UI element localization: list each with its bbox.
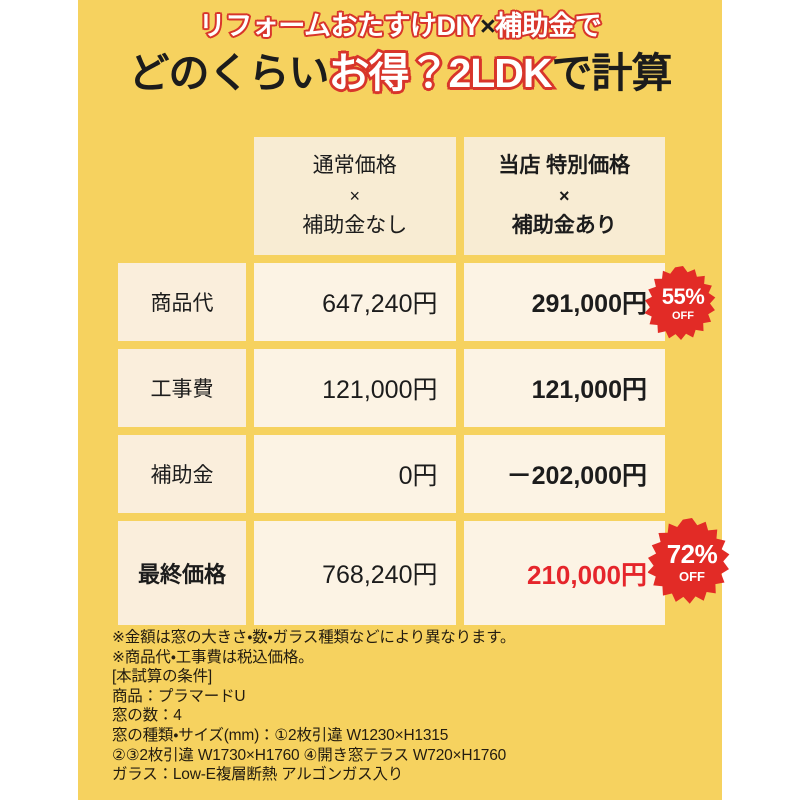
headline-subsidy-text: 補助金で	[494, 10, 604, 43]
column-header-normal-price: 通常価格 × 補助金なし	[254, 137, 456, 255]
value-normal-product-cost: 647,240円	[254, 263, 456, 341]
value-normal-final-price: 768,240円	[254, 521, 456, 625]
column-header-special-times: ×	[558, 186, 570, 206]
column-header-normal-line1: 通常価格	[312, 154, 397, 177]
discount-badge-55-percent-value: 55%	[661, 284, 705, 309]
footnote-line-2: ※商品代・工事費は税込価格。	[112, 648, 314, 666]
headline-howmuch-text: どのくらい	[128, 50, 329, 96]
discount-badge-72-off-label: OFF	[679, 569, 705, 584]
footnote-line-6: 窓の種類・サイズ(mm)：①2枚引違 W1230×H1315	[112, 726, 449, 744]
value-normal-construction-cost: 121,000円	[254, 349, 456, 427]
discount-badge-55-off-label: OFF	[672, 310, 694, 322]
row-label-final-price: 最終価格	[118, 521, 246, 625]
headline-brand-text: リフォームおたすけDIY	[197, 10, 482, 43]
value-special-final-price: 210,000円	[463, 521, 665, 625]
value-special-product-cost: 291,000円	[463, 263, 665, 341]
row-label-product-cost: 商品代	[118, 263, 246, 341]
value-special-subsidy: －202,000円	[463, 435, 665, 513]
row-label-subsidy: 補助金	[118, 435, 246, 513]
footnote-line-7: ②③2枚引違 W1730×H1760 ④開き窓テラス W720×H1760	[112, 746, 507, 764]
headline-calc-text: で計算	[551, 50, 673, 96]
footnote-line-8: ガラス：Low-E複層断熱 アルゴンガス入り	[112, 766, 404, 784]
table-corner-cell	[118, 137, 246, 255]
headline-otoku-text: お得？	[326, 48, 452, 99]
value-special-construction-cost: 121,000円	[463, 349, 665, 427]
value-normal-subsidy: 0円	[254, 435, 456, 513]
column-header-special-line1: 当店 特別価格	[498, 154, 631, 177]
column-header-special-line3: 補助金あり	[511, 214, 617, 237]
footnote-line-3: [本試算の条件]	[112, 668, 213, 686]
column-header-normal-times: ×	[349, 186, 360, 206]
footnotes-block: ※金額は窓の大きさ・数・ガラス種類などにより異なります。 ※商品代・工事費は税込…	[112, 628, 712, 785]
column-header-special-price: 当店 特別価格 × 補助金あり	[463, 137, 665, 255]
footnote-line-4: 商品：プラマードU	[112, 687, 246, 705]
row-label-construction-cost: 工事費	[118, 349, 246, 427]
headline-line-1: リフォームおたすけDIY×補助金で	[78, 9, 722, 43]
headline-block: リフォームおたすけDIY×補助金で どのくらいお得？2LDKで計算	[78, 0, 722, 125]
headline-line-2: どのくらいお得？2LDKで計算	[78, 47, 722, 99]
footnote-line-1: ※金額は窓の大きさ・数・ガラス種類などにより異なります。	[112, 629, 516, 646]
price-comparison-table: 通常価格 × 補助金なし 当店 特別価格 × 補助金あり 商品代 647,240…	[118, 137, 665, 625]
headline-2ldk-text: 2LDK	[446, 48, 555, 99]
footnote-line-5: 窓の数：4	[112, 707, 182, 725]
column-header-normal-line3: 補助金なし	[302, 214, 408, 237]
discount-badge-72-percent-value: 72%	[666, 539, 718, 569]
headline-times-symbol: ×	[479, 11, 496, 41]
